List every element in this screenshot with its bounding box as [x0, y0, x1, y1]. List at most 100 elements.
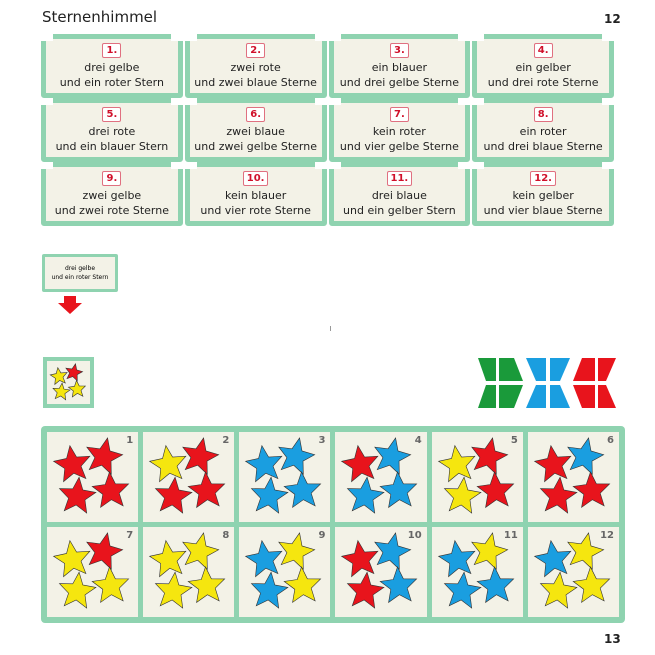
star-red: [347, 571, 386, 609]
star-red: [154, 476, 193, 514]
page-title: Sternenhimmel: [42, 8, 158, 26]
card-number: 6.: [246, 106, 265, 122]
task-card: 12. kein gelber und vier blaue Sterne: [472, 162, 614, 226]
card-line2: und ein roter Stern: [59, 75, 164, 89]
card-number: 8.: [533, 106, 553, 122]
tile-number: 3: [318, 435, 326, 446]
tile-number: 9: [318, 530, 326, 541]
tile-stars: [533, 532, 611, 609]
star-tile[interactable]: 8: [143, 527, 235, 617]
publisher-logo: [478, 358, 616, 408]
star-red: [572, 471, 611, 509]
tile-number: 7: [126, 530, 134, 541]
card-line1: drei gelbe: [84, 60, 140, 74]
task-card: 6. zwei blaue und zwei gelbe Sterne: [184, 98, 327, 162]
tile-stars: [245, 532, 322, 609]
star-blue: [437, 539, 476, 578]
tile-stars: [437, 437, 515, 514]
task-card: 8. ein roter und drei blaue Sterne: [472, 98, 614, 162]
card-line2: und zwei blaue Sterne: [194, 75, 317, 89]
task-cards: 1. drei gelbe und ein roter Stern 2. zwe…: [40, 34, 615, 226]
tile-stars: [148, 437, 226, 514]
star-yellow: [58, 571, 97, 609]
tile-stars: [341, 532, 418, 609]
card-line2: und zwei rote Sterne: [54, 203, 169, 217]
card-number: 9.: [102, 170, 122, 186]
card-line1: ein blauer: [371, 60, 428, 74]
card-number: 2.: [246, 42, 265, 58]
star-tile[interactable]: 1: [47, 432, 139, 522]
star-red: [52, 444, 91, 483]
tile-stars: [341, 437, 418, 514]
star-tile[interactable]: 12: [527, 527, 619, 617]
card-line1: zwei blaue: [226, 124, 285, 138]
card-number: 12.: [530, 170, 556, 186]
card-number: 4.: [533, 42, 553, 58]
star-yellow: [572, 566, 611, 604]
page-number-right: 13: [604, 632, 621, 646]
card-number: 7.: [389, 106, 409, 122]
card-line2: und vier blaue Sterne: [483, 203, 603, 217]
star-blue: [347, 476, 386, 514]
star-blue: [283, 471, 322, 509]
star-tile[interactable]: 10: [335, 527, 427, 617]
star-blue: [374, 532, 412, 570]
star-blue: [476, 566, 515, 604]
card-line1: drei blaue: [371, 188, 427, 202]
tile-stars: [437, 532, 515, 609]
star-blue: [566, 437, 605, 475]
star-red: [65, 363, 84, 382]
star-yellow: [182, 532, 220, 570]
star-tile[interactable]: 11: [431, 527, 523, 617]
tile-number: 12: [600, 530, 614, 541]
star-yellow: [52, 382, 71, 401]
star-tile[interactable]: 4: [335, 432, 427, 522]
card-number: 3.: [389, 42, 409, 58]
star-red: [187, 471, 226, 509]
star-tile[interactable]: 3: [239, 432, 331, 522]
star-blue: [443, 571, 482, 609]
star-blue: [278, 437, 316, 475]
star-red: [539, 476, 578, 514]
star-tile[interactable]: 2: [143, 432, 235, 522]
arrow-down-icon: [58, 296, 82, 314]
task-card: 7. kein roter und vier gelbe Sterne: [328, 98, 471, 162]
example-line1: drei gelbe: [64, 265, 96, 272]
star-yellow: [154, 571, 193, 609]
card-line2: und zwei gelbe Sterne: [194, 139, 317, 153]
tile-number: 8: [222, 530, 230, 541]
star-yellow: [187, 566, 226, 604]
star-blue: [379, 566, 418, 604]
card-line2: und ein gelber Stern: [343, 203, 456, 217]
divider-mark: [330, 326, 331, 331]
star-tile[interactable]: 5: [431, 432, 523, 522]
star-tile[interactable]: 7: [47, 527, 139, 617]
star-blue: [374, 437, 412, 475]
star-red: [91, 471, 130, 509]
star-red: [341, 539, 380, 578]
star-tile[interactable]: 9: [239, 527, 331, 617]
card-line1: zwei rote: [230, 60, 281, 74]
example-stars: [49, 363, 87, 401]
tile-number: 11: [503, 530, 518, 541]
star-red: [533, 444, 572, 483]
tile-number: 10: [407, 530, 422, 541]
example-line2: und ein roter Stern: [51, 274, 109, 281]
card-line1: kein roter: [372, 124, 426, 138]
star-blue: [379, 471, 418, 509]
star-yellow: [470, 532, 509, 570]
card-line2: und drei rote Sterne: [487, 75, 599, 89]
card-line2: und vier gelbe Sterne: [339, 139, 459, 153]
star-yellow: [52, 539, 91, 578]
card-number: 5.: [102, 106, 122, 122]
task-card: 1. drei gelbe und ein roter Stern: [41, 34, 183, 98]
card-line1: zwei gelbe: [82, 188, 142, 202]
star-yellow: [148, 539, 187, 578]
star-blue: [245, 444, 283, 483]
star-tile[interactable]: 6: [527, 432, 619, 522]
star-blue: [251, 476, 290, 514]
star-blue: [245, 539, 283, 578]
task-card: 3. ein blauer und drei gelbe Sterne: [328, 34, 471, 98]
star-yellow: [278, 532, 316, 570]
star-red: [58, 476, 97, 514]
